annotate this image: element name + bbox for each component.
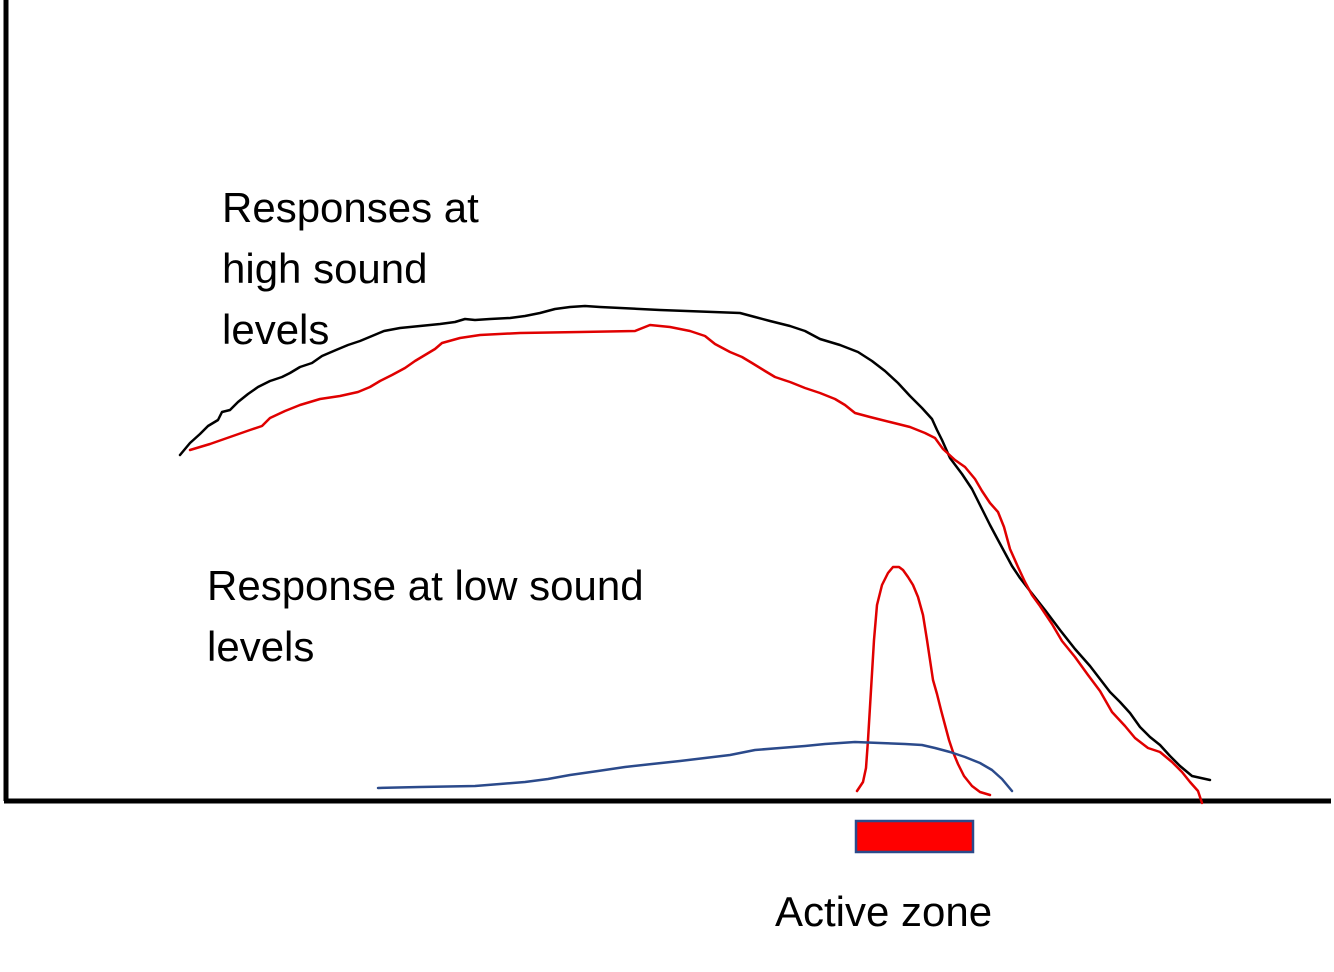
active-zone-label: Active zone: [775, 888, 992, 935]
active-zone-bar: [854, 819, 975, 854]
low-level-red-peak-curve: [855, 565, 992, 797]
high-level-black-curve: [178, 304, 1212, 782]
high-levels-label-line-1: Responses at: [222, 184, 479, 231]
high-levels-label-line-3: levels: [222, 306, 329, 353]
low-levels-label-line-2: levels: [207, 623, 314, 670]
high-levels-label-line-2: high sound: [222, 245, 428, 292]
high-level-red-curve: [188, 323, 1204, 805]
low-levels-label-line-1: Response at low sound: [207, 562, 644, 609]
high-levels-label: Responses at high sound levels: [222, 184, 491, 353]
low-levels-label: Response at low sound levels: [207, 562, 655, 670]
low-level-blue-curve: [376, 740, 1014, 793]
